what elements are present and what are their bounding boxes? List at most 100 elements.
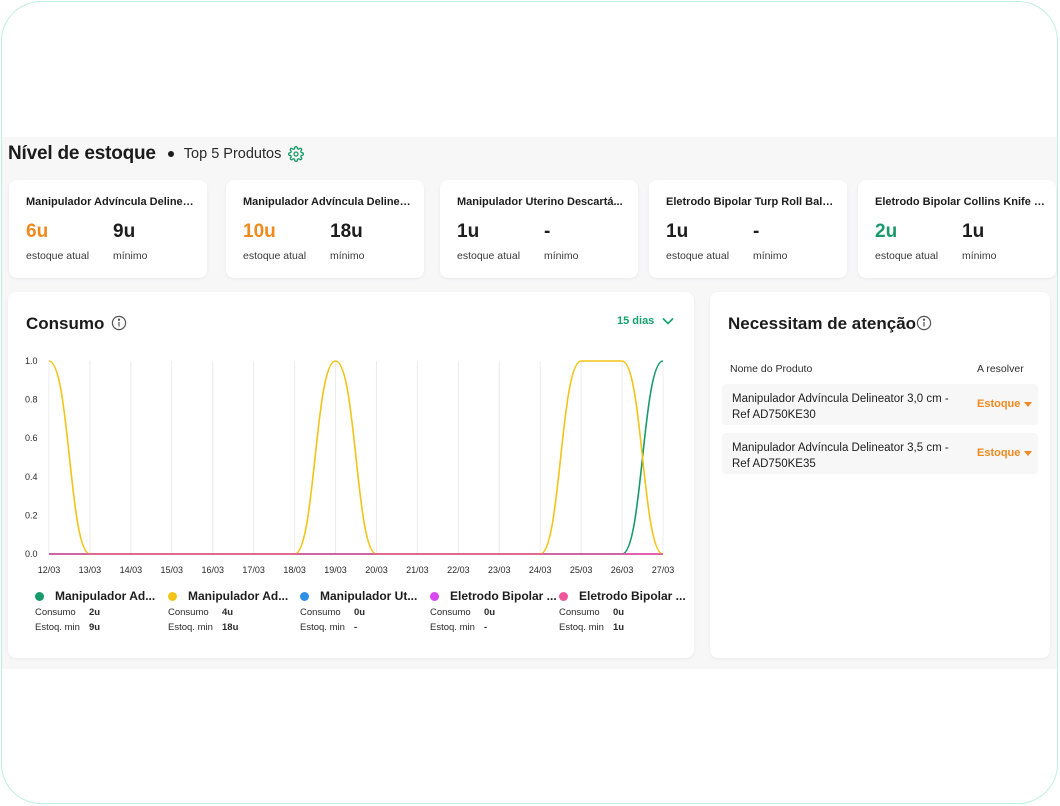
current-stock-value: 1u bbox=[457, 221, 480, 242]
current-stock-label: estoque atual bbox=[875, 250, 939, 262]
chevron-down-icon bbox=[662, 317, 674, 325]
separator-dot bbox=[167, 151, 174, 157]
x-tick-label: 15/03 bbox=[161, 565, 184, 574]
current-stock-label: estoque atual bbox=[243, 250, 307, 262]
current-stock-value: 1u bbox=[666, 221, 689, 242]
product-card[interactable]: Manipulador Advíncula Delinea... 10u 18u… bbox=[226, 180, 424, 278]
consumo-label: Consumo bbox=[168, 607, 209, 618]
status-dropdown[interactable]: Estoque bbox=[977, 447, 1033, 459]
legend-name: Eletrodo Bipolar ... bbox=[579, 589, 686, 603]
legend-color-dot bbox=[300, 591, 309, 601]
minimum-stock-value: - bbox=[753, 221, 760, 242]
min-stock-value: - bbox=[484, 622, 488, 633]
column-header-resolve: A resolver bbox=[977, 363, 1024, 375]
min-stock-label: Estoq. min bbox=[559, 622, 604, 633]
y-tick-label: 0.0 bbox=[25, 549, 38, 559]
x-tick-label: 23/03 bbox=[488, 565, 511, 574]
minimum-stock-label: mínimo bbox=[753, 250, 788, 262]
x-tick-label: 14/03 bbox=[120, 565, 143, 574]
consumo-label: Consumo bbox=[430, 607, 471, 618]
current-stock-value: 10u bbox=[243, 221, 276, 242]
x-tick-label: 20/03 bbox=[365, 565, 388, 574]
legend-item[interactable]: Manipulador Ad... Consumo 2u Estoq. min 9u bbox=[35, 589, 167, 634]
consumo-label: Consumo bbox=[300, 607, 341, 618]
consumption-panel: Consumo 15 dias 0.0 0.2 0.4 0.6 0.8 1.0 12/03 1… bbox=[8, 292, 694, 658]
current-stock-label: estoque atual bbox=[26, 250, 90, 262]
info-icon[interactable] bbox=[111, 315, 127, 331]
gear-icon[interactable] bbox=[288, 146, 305, 162]
legend-name: Eletrodo Bipolar ... bbox=[450, 589, 557, 603]
min-stock-value: 18u bbox=[222, 622, 239, 633]
min-stock-value: 1u bbox=[613, 622, 625, 633]
y-tick-label: 0.4 bbox=[25, 472, 38, 482]
minimum-stock-value: 1u bbox=[962, 221, 985, 242]
consumo-label: Consumo bbox=[559, 607, 600, 618]
product-name: Manipulador Advíncula Delinea... bbox=[26, 196, 196, 208]
minimum-stock-label: mínimo bbox=[544, 250, 579, 262]
table-row[interactable]: Manipulador Advíncula Delineator 3,0 cm … bbox=[722, 384, 1038, 425]
product-name: Eletrodo Bipolar Collins Knife EL... bbox=[875, 196, 1045, 208]
current-stock-label: estoque atual bbox=[666, 250, 730, 262]
x-tick-label: 22/03 bbox=[447, 565, 470, 574]
min-stock-label: Estoq. min bbox=[168, 622, 213, 633]
consumption-title: Consumo bbox=[26, 314, 105, 333]
section-header: Nível de estoque Top 5 Produtos bbox=[8, 143, 305, 165]
x-tick-label: 27/03 bbox=[652, 565, 675, 574]
x-tick-label: 21/03 bbox=[406, 565, 429, 574]
series-line bbox=[48, 360, 664, 555]
x-tick-label: 16/03 bbox=[201, 565, 224, 574]
product-name: Manipulador Advíncula Delinea... bbox=[243, 196, 413, 208]
product-card[interactable]: Manipulador Advíncula Delinea... 6u 9u e… bbox=[9, 180, 207, 278]
min-stock-label: Estoq. min bbox=[35, 622, 80, 633]
current-stock-value: 6u bbox=[26, 221, 49, 242]
consumo-value: 2u bbox=[89, 607, 101, 618]
status-label: Estoque bbox=[977, 447, 1021, 459]
legend-item[interactable]: Manipulador Ad... Consumo 4u Estoq. min 18… bbox=[168, 589, 300, 634]
x-tick-label: 24/03 bbox=[529, 565, 552, 574]
page-title: Nível de estoque bbox=[8, 143, 156, 164]
x-tick-label: 19/03 bbox=[324, 565, 347, 574]
y-tick-label: 0.6 bbox=[25, 433, 38, 443]
legend-name: Manipulador Ut... bbox=[320, 589, 418, 603]
consumo-value: 0u bbox=[613, 607, 625, 618]
product-card[interactable]: Manipulador Uterino Descartá... 1u - est… bbox=[440, 180, 638, 278]
legend-item[interactable]: Manipulador Ut... Consumo 0u Estoq. min - bbox=[300, 589, 432, 634]
x-tick-label: 18/03 bbox=[283, 565, 306, 574]
minimum-stock-value: - bbox=[544, 221, 551, 242]
legend-item[interactable]: Eletrodo Bipolar ... Consumo 0u Estoq. mi… bbox=[559, 589, 691, 634]
page-subtitle: Top 5 Produtos bbox=[183, 146, 282, 162]
current-stock-label: estoque atual bbox=[457, 250, 521, 262]
legend-color-dot bbox=[168, 591, 177, 601]
min-stock-value: 9u bbox=[89, 622, 101, 633]
minimum-stock-label: mínimo bbox=[962, 250, 997, 262]
x-tick-label: 13/03 bbox=[79, 565, 102, 574]
consumo-value: 0u bbox=[484, 607, 496, 618]
caret-down-icon bbox=[1024, 450, 1033, 456]
x-tick-label: 25/03 bbox=[570, 565, 593, 574]
legend-color-dot bbox=[430, 591, 439, 601]
legend-name: Manipulador Ad... bbox=[188, 589, 289, 603]
consumo-value: 4u bbox=[222, 607, 234, 618]
consumo-value: 0u bbox=[354, 607, 366, 618]
info-icon[interactable] bbox=[916, 315, 932, 331]
y-tick-label: 0.2 bbox=[25, 510, 38, 520]
legend-color-dot bbox=[559, 591, 568, 601]
minimum-stock-value: 18u bbox=[330, 221, 363, 242]
status-label: Estoque bbox=[977, 398, 1021, 410]
consumo-label: Consumo bbox=[35, 607, 76, 618]
min-stock-label: Estoq. min bbox=[300, 622, 345, 633]
product-card[interactable]: Eletrodo Bipolar Turp Roll Ball 2... 1u … bbox=[649, 180, 847, 278]
x-tick-label: 17/03 bbox=[242, 565, 265, 574]
current-stock-value: 2u bbox=[875, 221, 898, 242]
table-row[interactable]: Manipulador Advíncula Delineator 3,5 cm … bbox=[722, 433, 1038, 474]
status-dropdown[interactable]: Estoque bbox=[977, 398, 1033, 410]
date-range-label: 15 dias bbox=[617, 315, 655, 327]
x-tick-label: 12/03 bbox=[38, 565, 61, 574]
y-tick-label: 0.8 bbox=[25, 395, 38, 405]
product-card[interactable]: Eletrodo Bipolar Collins Knife EL... 2u … bbox=[858, 180, 1056, 278]
date-range-dropdown[interactable]: 15 dias bbox=[617, 315, 674, 327]
legend-item[interactable]: Eletrodo Bipolar ... Consumo 0u Estoq. mi… bbox=[430, 589, 562, 634]
minimum-stock-value: 9u bbox=[113, 221, 136, 242]
attention-title: Necessitam de atenção bbox=[728, 314, 917, 333]
minimum-stock-label: mínimo bbox=[113, 250, 148, 262]
